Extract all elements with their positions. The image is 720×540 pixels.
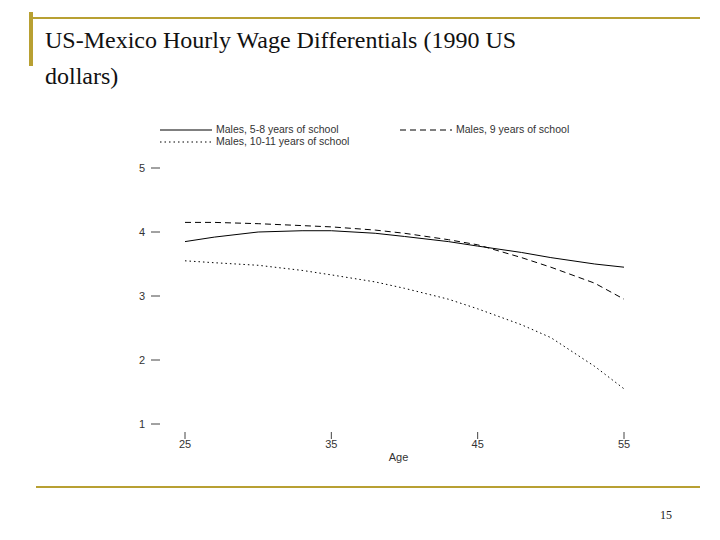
legend-swatch <box>160 142 212 143</box>
legend-label: Males, 5-8 years of school <box>216 123 339 135</box>
y-tick <box>151 232 160 233</box>
chart: 1234525354555AgeMales, 5-8 years of scho… <box>0 0 720 540</box>
y-tick-label: 2 <box>139 354 145 366</box>
x-tick-label: 25 <box>179 438 191 450</box>
rule-top <box>30 17 700 19</box>
y-tick-label: 3 <box>139 290 145 302</box>
y-tick-label: 4 <box>139 226 145 238</box>
x-axis-label: Age <box>389 451 409 463</box>
y-tick-label: 5 <box>139 162 145 174</box>
page-number: 15 <box>660 508 672 523</box>
slide-title: US-Mexico Hourly Wage Differentials (199… <box>45 22 575 94</box>
legend-label: Males, 9 years of school <box>456 123 569 135</box>
y-tick <box>151 168 160 169</box>
series-line <box>185 222 624 299</box>
series-line <box>185 261 624 389</box>
plot-area <box>185 222 624 388</box>
y-tick <box>151 424 160 425</box>
rule-bottom <box>36 486 700 488</box>
y-tick <box>151 296 160 297</box>
legend-label: Males, 10-11 years of school <box>216 135 349 147</box>
series-line <box>185 231 624 267</box>
x-tick-label: 55 <box>618 438 630 450</box>
legend-swatch <box>400 130 452 131</box>
y-tick <box>151 360 160 361</box>
rule-left <box>29 12 33 66</box>
x-tick-label: 35 <box>325 438 337 450</box>
legend-swatch <box>160 130 212 131</box>
y-tick-label: 1 <box>139 418 145 430</box>
x-tick-label: 45 <box>472 438 484 450</box>
